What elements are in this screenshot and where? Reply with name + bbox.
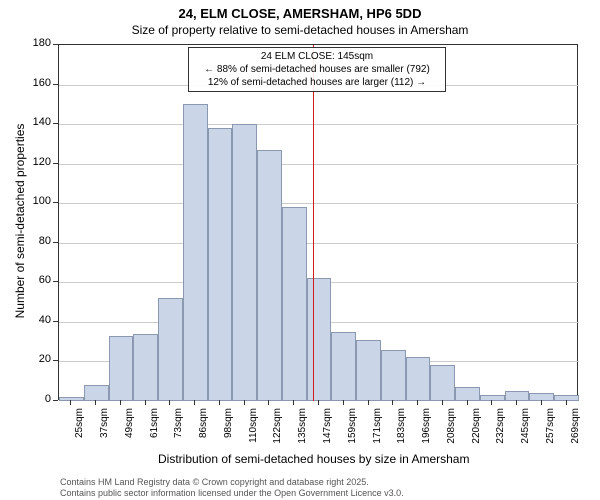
histogram-bar [307,278,332,401]
x-tick-label: 25sqm [74,408,85,454]
y-tick-label: 140 [23,116,51,128]
y-tick-label: 100 [23,195,51,207]
histogram-bar [133,334,158,401]
histogram-bar [232,124,257,401]
y-tick [53,123,58,124]
y-tick [53,360,58,361]
x-tick [541,400,542,405]
annotation-line3: 12% of semi-detached houses are larger (… [193,76,441,89]
grid-line [59,124,579,125]
footer-note-2: Contains public sector information licen… [60,488,404,498]
x-tick-label: 37sqm [99,408,110,454]
x-tick-label: 159sqm [347,408,358,454]
histogram-bar [554,395,579,401]
x-tick [95,400,96,405]
histogram-bar [158,298,183,401]
x-tick-label: 86sqm [198,408,209,454]
chart-container: 24, ELM CLOSE, AMERSHAM, HP6 5DD Size of… [0,0,600,500]
x-tick-label: 220sqm [471,408,482,454]
y-tick [53,163,58,164]
x-tick-label: 171sqm [372,408,383,454]
x-tick [293,400,294,405]
y-tick [53,202,58,203]
y-tick [53,281,58,282]
annotation-line2: ← 88% of semi-detached houses are smalle… [193,63,441,76]
x-tick [392,400,393,405]
y-tick-label: 40 [23,314,51,326]
x-tick-label: 232sqm [495,408,506,454]
histogram-bar [430,365,455,401]
y-tick [53,84,58,85]
x-tick [417,400,418,405]
histogram-bar [208,128,233,401]
histogram-bar [381,350,406,401]
x-tick-label: 61sqm [149,408,160,454]
x-tick [268,400,269,405]
x-tick [442,400,443,405]
y-tick-label: 180 [23,37,51,49]
y-tick-label: 60 [23,274,51,286]
y-tick-label: 20 [23,353,51,365]
y-tick [53,44,58,45]
x-tick-label: 245sqm [520,408,531,454]
x-tick-label: 98sqm [223,408,234,454]
y-tick-label: 160 [23,77,51,89]
x-tick-label: 49sqm [124,408,135,454]
x-tick-label: 257sqm [545,408,556,454]
y-tick-label: 120 [23,156,51,168]
x-tick [516,400,517,405]
x-tick-label: 110sqm [248,408,259,454]
histogram-bar [84,385,109,401]
footer-note-1: Contains HM Land Registry data © Crown c… [60,477,369,487]
x-tick-label: 135sqm [297,408,308,454]
x-tick-label: 269sqm [570,408,581,454]
x-tick-label: 196sqm [421,408,432,454]
x-tick [169,400,170,405]
x-tick [120,400,121,405]
histogram-bar [183,104,208,401]
x-tick [368,400,369,405]
chart-subtitle: Size of property relative to semi-detach… [0,23,600,37]
histogram-bar [59,397,84,401]
x-axis-label: Distribution of semi-detached houses by … [158,452,469,466]
histogram-bar [455,387,480,401]
y-tick [53,242,58,243]
y-axis-label: Number of semi-detached properties [13,111,27,331]
histogram-bar [257,150,282,401]
x-tick-label: 73sqm [173,408,184,454]
grid-line [59,164,579,165]
y-tick [53,400,58,401]
y-tick-label: 0 [23,393,51,405]
x-tick-label: 208sqm [446,408,457,454]
x-tick-label: 122sqm [272,408,283,454]
plot-area [58,44,578,400]
annotation-box: 24 ELM CLOSE: 145sqm ← 88% of semi-detac… [188,47,446,92]
histogram-bar [331,332,356,401]
x-tick-label: 183sqm [396,408,407,454]
grid-line [59,203,579,204]
y-tick [53,321,58,322]
chart-title: 24, ELM CLOSE, AMERSHAM, HP6 5DD [0,6,600,21]
histogram-bar [356,340,381,401]
property-marker-line [313,45,314,401]
histogram-bar [109,336,134,401]
x-tick [491,400,492,405]
histogram-bar [282,207,307,401]
y-tick-label: 80 [23,235,51,247]
x-tick [566,400,567,405]
x-tick [145,400,146,405]
annotation-line1: 24 ELM CLOSE: 145sqm [193,50,441,63]
x-tick [318,400,319,405]
histogram-bar [406,357,431,401]
grid-line [59,243,579,244]
x-tick-label: 147sqm [322,408,333,454]
x-tick [244,400,245,405]
x-tick [219,400,220,405]
x-tick [467,400,468,405]
histogram-bar [529,393,554,401]
x-tick [343,400,344,405]
x-tick [194,400,195,405]
x-tick [70,400,71,405]
